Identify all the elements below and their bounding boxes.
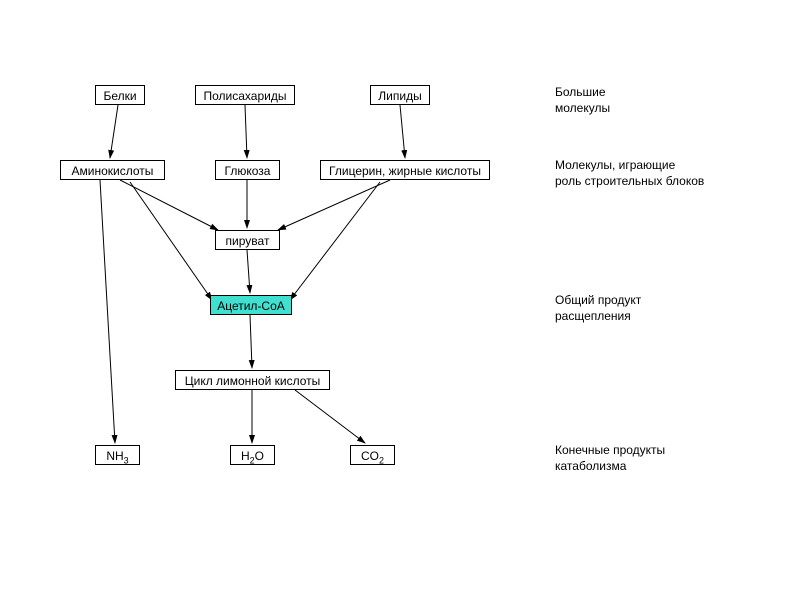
edge-2 [400,105,405,158]
node-amino_acids: Аминокислоты [60,160,165,180]
edge-11 [295,390,365,443]
edge-6 [247,250,250,293]
node-lipids: Липиды [370,85,430,105]
node-h2o: H2O [230,445,275,465]
node-proteins: Белки [95,85,145,105]
node-pyruvate: пируват [215,230,280,250]
edge-7 [130,182,212,300]
label-l3: Общий продуктрасщепления [555,293,641,324]
node-polysaccharides: Полисахариды [195,85,295,105]
edge-4 [120,180,218,230]
edge-1 [245,105,247,158]
edge-8 [290,182,380,300]
edge-0 [110,105,118,158]
node-acetyl_coa: Ацетил-CoA [210,295,292,315]
node-citric_cycle: Цикл лимонной кислоты [175,370,330,390]
node-glycerol_fa: Глицерин, жирные кислоты [320,160,490,180]
edge-5 [278,180,390,230]
label-l4: Конечные продуктыкатаболизма [555,443,665,474]
node-nh3: NH3 [95,445,140,465]
node-co2: CO2 [350,445,395,465]
node-glucose: Глюкоза [215,160,280,180]
edge-12 [100,180,115,443]
edge-9 [250,315,252,368]
label-l1: Большиемолекулы [555,85,610,116]
label-l2: Молекулы, играющиероль строительных блок… [555,158,704,189]
